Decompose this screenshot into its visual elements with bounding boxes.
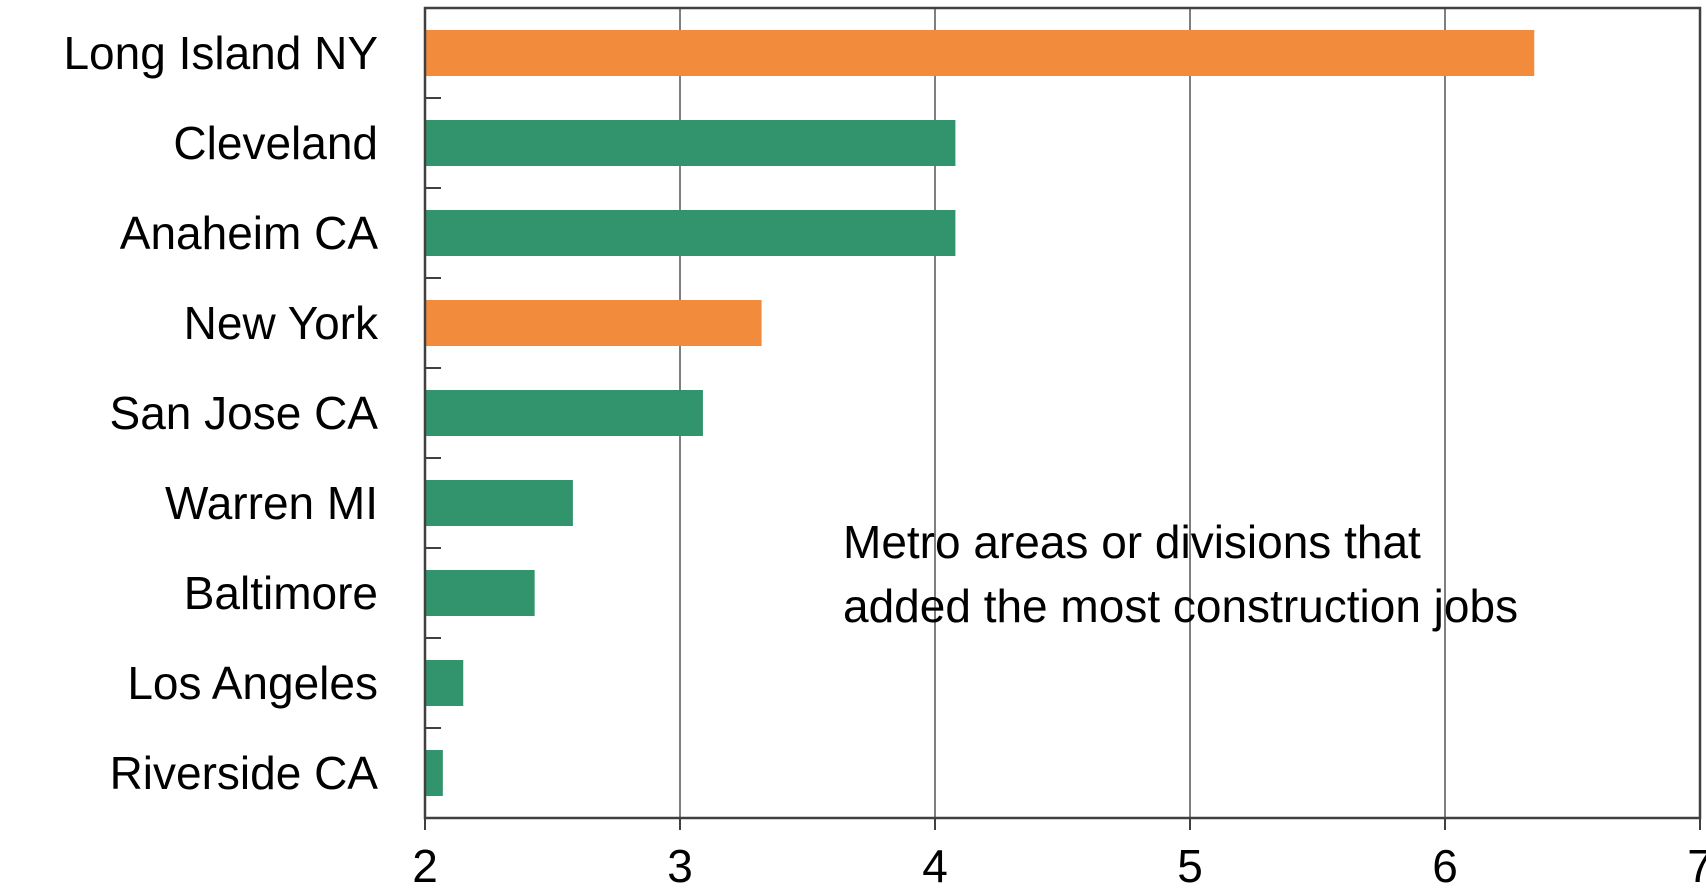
bar-cleveland [425,120,956,166]
category-label-baltimore: Baltimore [184,567,378,619]
axes [423,6,1702,830]
category-labels: Long Island NY Cleveland Anaheim CA New Yor… [63,27,379,799]
category-label-riverside-ca: Riverside CA [110,747,379,799]
category-label-san-jose-ca: San Jose CA [110,387,379,439]
annotation-line-2: added the most construction jobs [843,580,1518,632]
bar-baltimore [425,570,535,616]
bar-anaheim-ca [425,210,956,256]
x-tick-label-4: 4 [922,840,948,892]
category-label-anaheim-ca: Anaheim CA [120,207,379,259]
x-tick-label-3: 3 [667,840,693,892]
bar-long-island-ny [425,30,1535,76]
x-tick-label-2: 2 [412,840,438,892]
category-label-new-york: New York [184,297,379,349]
x-tick-label-6: 6 [1432,840,1458,892]
category-label-long-island-ny: Long Island NY [63,27,378,79]
bar-warren-mi [425,480,573,526]
category-label-los-angeles: Los Angeles [127,657,378,709]
bars [425,30,1535,796]
x-tick-label-5: 5 [1177,840,1203,892]
bar-los-angeles [425,660,464,706]
category-label-warren-mi: Warren MI [165,477,378,529]
plot-frame [423,6,1702,820]
category-label-cleveland: Cleveland [173,117,378,169]
annotation-line-1: Metro areas or divisions that [843,516,1421,568]
x-tick-label-7: 7 [1687,840,1706,892]
bar-new-york [425,300,762,346]
x-tick-labels: 2 3 4 5 6 7 [412,840,1706,892]
bar-riverside-ca [425,750,443,796]
bar-san-jose-ca [425,390,703,436]
